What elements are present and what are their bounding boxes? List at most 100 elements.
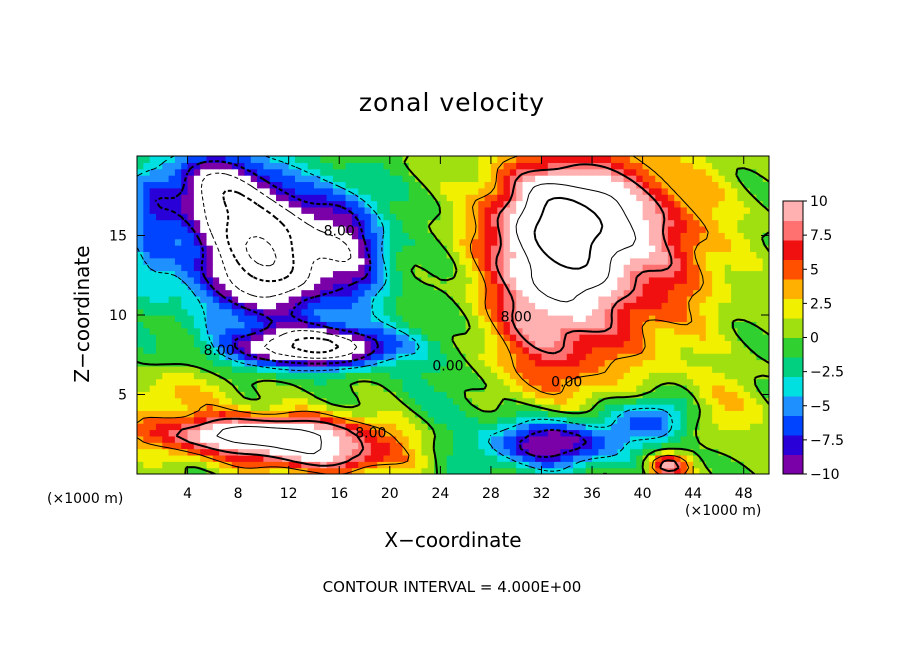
heatmap-cell [617,346,625,354]
heatmap-cell [421,353,429,361]
heatmap-cell [389,270,397,278]
heatmap-cell [440,454,448,462]
heatmap-cell [389,206,397,214]
heatmap-cell [503,225,511,233]
heatmap-cell [402,219,410,227]
heatmap-cell [244,429,252,437]
heatmap-cell [288,283,296,291]
heatmap-cell [579,372,587,380]
heatmap-cell [718,327,726,335]
heatmap-cell [263,213,271,221]
heatmap-cell [674,156,682,163]
heatmap-cell [667,391,675,399]
heatmap-cell [484,372,492,380]
heatmap-cell [231,315,239,322]
heatmap-cell [434,308,441,316]
heatmap-cell [724,384,732,392]
heatmap-cell [541,156,549,163]
heatmap-cell [396,245,404,252]
heatmap-cell [219,270,227,278]
heatmap-cell [408,340,416,348]
heatmap-cell [712,423,720,431]
heatmap-cell [187,181,195,189]
heatmap-cell [686,168,694,176]
heatmap-cell [155,308,163,316]
heatmap-cell [168,448,176,456]
heatmap-cell [573,442,580,450]
heatmap-cell [667,372,675,380]
heatmap-cell [516,187,524,195]
heatmap-cell [655,416,663,424]
heatmap-cell [573,378,580,386]
heatmap-cell [339,289,347,297]
heatmap-cell [604,295,612,303]
heatmap-cell [383,295,391,303]
heatmap-cell [743,168,751,176]
heatmap-cell [149,416,157,424]
heatmap-cell [143,194,151,202]
heatmap-cell [661,384,669,392]
heatmap-cell [307,346,315,354]
heatmap-cell [339,181,347,189]
heatmap-cell [187,206,195,214]
heatmap-cell [680,264,688,272]
heatmap-cell [573,429,580,437]
heatmap-cell [743,353,751,361]
heatmap-cell [731,378,738,386]
heatmap-cell [332,429,340,437]
heatmap-cell [276,461,283,469]
heatmap-cell [263,295,271,303]
heatmap-cell [731,448,738,456]
heatmap-cell [427,397,435,405]
heatmap-cell [155,283,163,291]
heatmap-cell [718,200,726,208]
heatmap-cell [440,213,448,221]
heatmap-cell [636,353,644,361]
heatmap-cell [636,315,644,322]
heatmap-cell [611,219,618,227]
heatmap-cell [295,321,302,329]
heatmap-cell [421,206,429,214]
heatmap-cell [434,372,441,380]
heatmap-cell [718,435,726,443]
heatmap-cell [737,353,745,361]
heatmap-cell [440,181,448,189]
heatmap-cell [408,372,416,380]
heatmap-cell [206,245,214,252]
heatmap-cell [143,327,151,335]
heatmap-cell [421,232,429,240]
heatmap-cell [573,359,580,367]
heatmap-cell [137,308,144,316]
heatmap-cell [206,270,214,278]
heatmap-cell [244,232,252,240]
heatmap-cell [484,353,492,361]
heatmap-cell [174,423,182,431]
heatmap-cell [244,461,252,469]
heatmap-cell [471,276,479,284]
heatmap-cell [686,213,694,221]
heatmap-cell [611,156,618,163]
heatmap-cell [554,429,562,437]
heatmap-cell [737,334,745,342]
heatmap-cell [238,435,246,443]
heatmap-cell [206,340,214,348]
heatmap-cell [288,219,296,227]
heatmap-cell [137,327,144,335]
heatmap-cell [307,378,315,386]
heatmap-cell [383,245,391,252]
heatmap-cell [592,448,599,456]
heatmap-cell [187,245,195,252]
heatmap-cell [674,162,682,170]
heatmap-cell [503,213,511,221]
heatmap-cell [320,181,328,189]
heatmap-cell [295,264,302,272]
heatmap-cell [573,175,580,183]
heatmap-cell [345,289,353,297]
heatmap-cell [225,442,233,450]
heatmap-cell [731,245,738,252]
heatmap-cell [617,206,625,214]
heatmap-cell [661,295,669,303]
heatmap-cell [257,467,264,474]
heatmap-cell [200,391,208,399]
heatmap-cell [288,397,296,405]
